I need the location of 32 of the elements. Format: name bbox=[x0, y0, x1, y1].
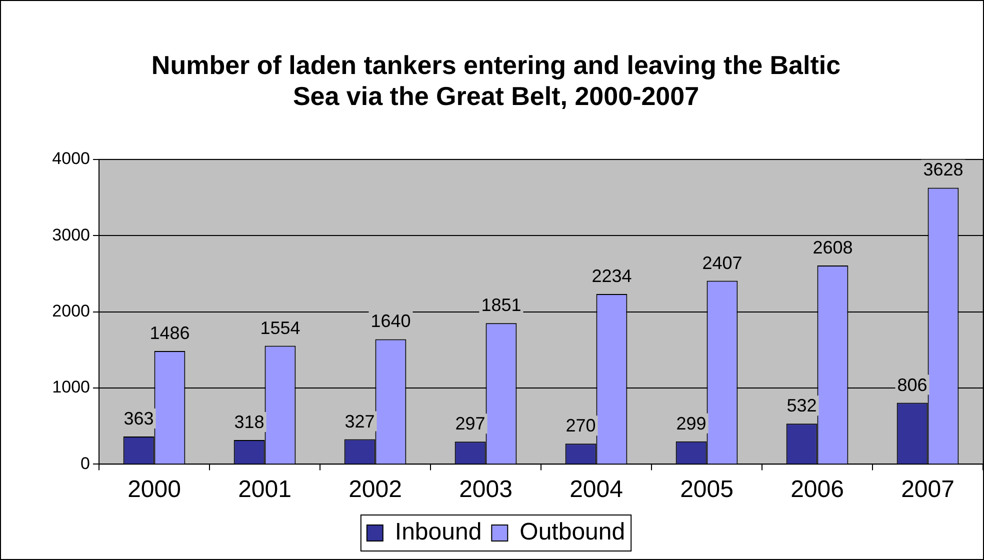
legend-label: Outbound bbox=[520, 518, 626, 546]
data-label: 3628 bbox=[923, 160, 964, 180]
y-tick-label: 3000 bbox=[52, 225, 90, 244]
x-tick-label: 2003 bbox=[459, 476, 512, 504]
y-tick-label: 4000 bbox=[52, 149, 90, 168]
data-label: 1851 bbox=[481, 295, 522, 316]
data-label: 1554 bbox=[260, 318, 300, 338]
data-label: 299 bbox=[676, 413, 706, 434]
data-label: 532 bbox=[786, 396, 817, 416]
data-label: 363 bbox=[124, 408, 154, 429]
data-label: 1486 bbox=[150, 322, 190, 343]
x-tick-label: 2004 bbox=[570, 476, 623, 504]
x-tick-label: 2005 bbox=[680, 476, 734, 504]
data-label: 297 bbox=[455, 414, 486, 434]
data-label: 270 bbox=[566, 416, 596, 436]
data-label: 2608 bbox=[812, 237, 853, 258]
y-tick-label: 0 bbox=[80, 454, 90, 473]
x-tick-label: 2007 bbox=[901, 476, 954, 504]
x-tick-label: 2002 bbox=[348, 476, 402, 504]
x-tick-label: 2000 bbox=[128, 476, 181, 504]
y-tick-label: 2000 bbox=[52, 301, 90, 320]
data-label: 2407 bbox=[702, 252, 742, 273]
data-label: 327 bbox=[344, 411, 375, 432]
legend-label: Inbound bbox=[394, 518, 482, 546]
data-label: 1640 bbox=[370, 311, 411, 332]
data-label: 806 bbox=[897, 374, 928, 395]
data-label: 2234 bbox=[592, 266, 632, 286]
chart-title: Number of laden tankers entering and leaving the Baltic Sea via the Great Belt, 2000-2007 bbox=[151, 50, 841, 111]
x-tick-label: 2001 bbox=[238, 476, 292, 504]
data-label: 318 bbox=[234, 412, 264, 432]
x-tick-label: 2006 bbox=[790, 476, 844, 504]
y-tick-label: 1000 bbox=[52, 378, 90, 397]
